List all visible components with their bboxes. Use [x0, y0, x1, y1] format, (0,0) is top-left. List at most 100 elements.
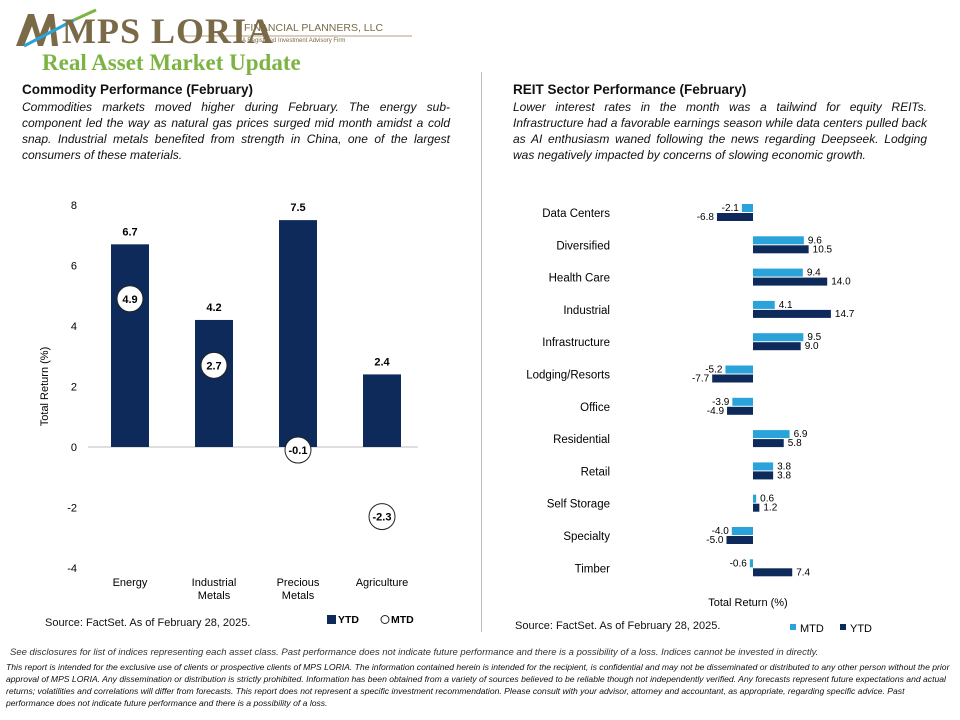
ytd-data-label: 9.0 [805, 341, 819, 352]
reit-source-note: Source: FactSet. As of February 28, 2025… [515, 620, 721, 632]
category-label: Infrastructure [542, 337, 610, 349]
ytd-bar [712, 374, 753, 383]
logo-text: MPS LORIA [62, 11, 275, 51]
mtd-data-label: 2.7 [206, 360, 221, 372]
category-label: Metals [282, 590, 315, 602]
mtd-data-label: 9.4 [807, 268, 821, 279]
y-tick-label: -2 [67, 503, 77, 515]
category-label: Lodging/Resorts [526, 370, 610, 382]
ytd-data-label: 2.4 [374, 356, 390, 368]
y-tick-label: 0 [71, 442, 77, 454]
ytd-data-label: 7.4 [796, 567, 810, 578]
commodity-section-body: Commodities markets moved higher during … [22, 100, 450, 162]
ytd-data-label: 10.5 [813, 244, 833, 255]
mtd-bar [753, 494, 757, 503]
category-label: Residential [553, 434, 610, 446]
ytd-data-label: 3.8 [777, 470, 791, 481]
legend-mtd-label: MTD [391, 614, 414, 626]
commodity-source-note: Source: FactSet. As of February 28, 2025… [45, 617, 251, 629]
ytd-bar [195, 319, 233, 447]
mtd-bar [753, 430, 790, 439]
mtd-bar [749, 559, 753, 568]
mtd-data-label: -2.1 [722, 203, 740, 214]
category-label: Timber [575, 563, 611, 575]
ytd-data-label: -7.7 [692, 374, 710, 385]
logo-mark [16, 8, 412, 48]
ytd-bar [279, 220, 317, 447]
mtd-bar [732, 397, 753, 406]
ytd-data-label: 1.2 [763, 503, 777, 514]
mtd-data-label: -4.0 [712, 526, 730, 537]
commodity-chart: -4 -2 0 2 4 6 8 Total Return (%) 6.7 4.2 7.5 2.4 4… [39, 200, 418, 626]
ytd-bar [726, 536, 753, 544]
mtd-data-label: 6.9 [794, 429, 808, 440]
ytd-data-label: 5.8 [788, 438, 802, 449]
mtd-bar [753, 268, 803, 277]
mtd-data-label: 4.1 [779, 300, 793, 311]
mtd-marker [200, 351, 228, 379]
commodity-section-title: Commodity Performance (February) [22, 82, 254, 97]
ytd-bar [753, 503, 760, 512]
ytd-data-label: -6.8 [697, 212, 715, 223]
mtd-bar [725, 365, 753, 374]
category-label: Health Care [549, 273, 610, 285]
category-label: Diversified [556, 240, 610, 252]
mtd-bar [741, 204, 753, 212]
ytd-bar [727, 406, 753, 415]
mtd-data-label: -5.2 [705, 365, 723, 376]
mtd-data-label: -0.6 [730, 558, 748, 569]
legal-disclaimer: This report is intended for the exclusiv… [6, 662, 950, 708]
mtd-data-label: -2.3 [373, 512, 392, 524]
ytd-data-label: -5.0 [706, 535, 724, 546]
mtd-data-label: 9.6 [808, 235, 822, 246]
legend-mtd-label: MTD [800, 623, 824, 635]
mtd-marker [284, 436, 312, 464]
ytd-bar [753, 568, 793, 577]
category-label: Retail [581, 466, 610, 478]
category-label: Agriculture [356, 577, 409, 589]
ytd-bar [753, 277, 828, 286]
category-label: Data Centers [542, 208, 610, 220]
ytd-bar [753, 309, 831, 318]
mtd-bar [753, 333, 804, 342]
ytd-bar [111, 244, 149, 447]
ytd-bar [753, 342, 801, 351]
category-label: Office [580, 402, 610, 414]
mtd-bar [753, 236, 804, 245]
mtd-data-label: 0.6 [760, 494, 774, 505]
disclaimer-note: See disclosures for list of indices repr… [10, 647, 819, 658]
y-tick-label: -4 [67, 563, 77, 575]
ytd-data-label: 6.7 [122, 226, 137, 238]
mtd-bar [753, 462, 774, 471]
reit-section-body: Lower interest rates in the month was a … [513, 100, 927, 162]
ytd-bar [753, 245, 809, 254]
logo-subtitle: FINANCIAL PLANNERS, LLC [244, 22, 384, 34]
mtd-data-label: -0.1 [289, 445, 308, 457]
legend-mtd-swatch [790, 624, 796, 630]
mtd-data-label: 4.9 [122, 294, 137, 306]
ytd-data-label: 14.0 [831, 277, 851, 288]
company-logo: MPS LORIA FINANCIAL PLANNERS, LLC A Regi… [14, 8, 414, 54]
mtd-bar [753, 300, 775, 309]
y-tick-label: 6 [71, 261, 77, 273]
section-divider [481, 72, 482, 632]
legend-mtd-swatch [380, 615, 390, 624]
ytd-data-label: 14.7 [835, 309, 855, 320]
category-label: Self Storage [547, 499, 610, 511]
mtd-data-label: 3.8 [777, 461, 791, 472]
y-tick-label: 4 [71, 321, 77, 333]
mtd-marker [116, 285, 144, 313]
y-tick-label: 2 [71, 382, 77, 394]
x-axis-label: Total Return (%) [708, 597, 787, 609]
ytd-data-label: -4.9 [707, 406, 725, 417]
ytd-bar [753, 439, 784, 448]
ytd-bar [716, 213, 753, 221]
logo-tagline: A Registered Investment Advisory Firm [242, 38, 346, 44]
ytd-data-label: 4.2 [206, 302, 221, 314]
reit-chart: Data Centers Diversified Health Care Indust… [526, 203, 872, 635]
legend-ytd-swatch [327, 615, 336, 624]
legend-ytd-label: YTD [850, 623, 872, 635]
category-label: Precious [277, 577, 320, 589]
ytd-data-label: 7.5 [290, 202, 305, 214]
ytd-bar [753, 471, 774, 480]
